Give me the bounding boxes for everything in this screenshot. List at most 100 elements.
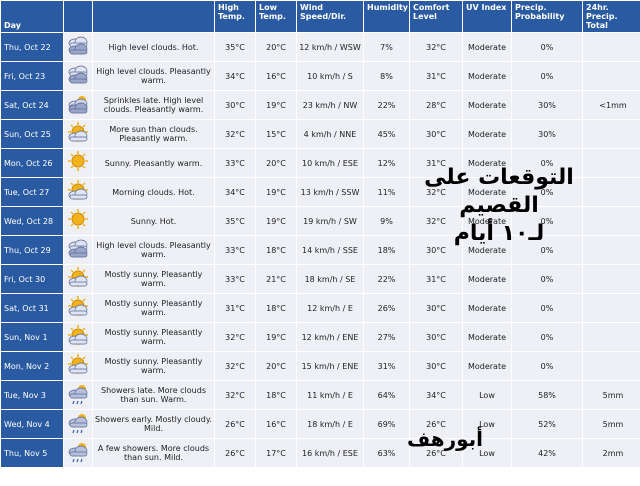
high-temp: 26°C bbox=[215, 410, 255, 438]
humidity: 8% bbox=[364, 62, 409, 90]
comfort-level: 30°C bbox=[410, 323, 462, 351]
comfort-level: 34°C bbox=[410, 381, 462, 409]
wind: 11 km/h / E bbox=[297, 381, 363, 409]
low-temp: 17°C bbox=[256, 439, 296, 467]
table-row: Thu, Nov 5 A few showers. More clouds th… bbox=[1, 439, 640, 467]
comfort-level: 31°C bbox=[410, 149, 462, 177]
weather-icon bbox=[64, 323, 92, 351]
table-row: Sat, Oct 31 Mostly sunny. Pleasantly war… bbox=[1, 294, 640, 322]
weather-icon bbox=[64, 439, 92, 467]
uv-index: Low bbox=[463, 439, 511, 467]
header-wind: Wind Speed/Dir. bbox=[297, 1, 363, 32]
comfort-level: 26°C bbox=[410, 439, 462, 467]
table-row: Sun, Oct 25 More sun than clouds. Pleasa… bbox=[1, 120, 640, 148]
comfort-level: 32°C bbox=[410, 178, 462, 206]
low-temp: 16°C bbox=[256, 62, 296, 90]
description: Sprinkles late. High level clouds. Pleas… bbox=[93, 91, 214, 119]
sun-cloud-icon bbox=[66, 353, 90, 377]
humidity: 69% bbox=[364, 410, 409, 438]
comfort-level: 32°C bbox=[410, 207, 462, 235]
low-temp: 18°C bbox=[256, 294, 296, 322]
description: Showers early. Mostly cloudy. Mild. bbox=[93, 410, 214, 438]
header-high-temp: High Temp. bbox=[215, 1, 255, 32]
precip-probability: 0% bbox=[512, 149, 582, 177]
comfort-level: 31°C bbox=[410, 62, 462, 90]
low-temp: 19°C bbox=[256, 207, 296, 235]
header-precip-total: 24hr. Precip. Total bbox=[583, 1, 640, 32]
sun-cloud-icon bbox=[66, 266, 90, 290]
header-humidity: Humidity bbox=[364, 1, 409, 32]
humidity: 11% bbox=[364, 178, 409, 206]
caption-line2: لـ١٠ أيام bbox=[453, 221, 545, 246]
wind: 16 km/h / ESE bbox=[297, 439, 363, 467]
precip-total: <1mm bbox=[583, 91, 640, 119]
precip-total bbox=[583, 352, 640, 380]
precip-total bbox=[583, 236, 640, 264]
weather-icon bbox=[64, 33, 92, 61]
day-cell: Tue, Nov 3 bbox=[1, 381, 63, 409]
table-row: Wed, Nov 4 Showers early. Mostly cloudy.… bbox=[1, 410, 640, 438]
low-temp: 19°C bbox=[256, 323, 296, 351]
uv-index: Moderate bbox=[463, 294, 511, 322]
sun-cloud-icon bbox=[66, 295, 90, 319]
precip-probability: 0% bbox=[512, 294, 582, 322]
weather-icon bbox=[64, 207, 92, 235]
comfort-level: 30°C bbox=[410, 352, 462, 380]
precip-probability: 0% bbox=[512, 33, 582, 61]
header-desc bbox=[93, 1, 214, 32]
forecast-table: Day High Temp. Low Temp. Wind Speed/Dir.… bbox=[0, 0, 640, 468]
low-temp: 16°C bbox=[256, 410, 296, 438]
comfort-level: 30°C bbox=[410, 294, 462, 322]
day-cell: Sun, Oct 25 bbox=[1, 120, 63, 148]
precip-total bbox=[583, 178, 640, 206]
precip-total bbox=[583, 62, 640, 90]
comfort-level: 31°C bbox=[410, 265, 462, 293]
description: High level clouds. Hot. bbox=[93, 33, 214, 61]
description: Morning clouds. Hot. bbox=[93, 178, 214, 206]
wind: 4 km/h / NNE bbox=[297, 120, 363, 148]
uv-index: Low bbox=[463, 410, 511, 438]
header-precip-prob: Precip. Probability bbox=[512, 1, 582, 32]
day-cell: Wed, Oct 28 bbox=[1, 207, 63, 235]
precip-total bbox=[583, 265, 640, 293]
weather-icon bbox=[64, 62, 92, 90]
description: More sun than clouds. Pleasantly warm. bbox=[93, 120, 214, 148]
wind: 18 km/h / SE bbox=[297, 265, 363, 293]
weather-icon bbox=[64, 352, 92, 380]
high-temp: 32°C bbox=[215, 352, 255, 380]
low-temp: 18°C bbox=[256, 381, 296, 409]
high-temp: 32°C bbox=[215, 323, 255, 351]
wind: 13 km/h / SSW bbox=[297, 178, 363, 206]
weather-icon bbox=[64, 91, 92, 119]
uv-index: Moderate bbox=[463, 323, 511, 351]
precip-total: 5mm bbox=[583, 381, 640, 409]
wind: 14 km/h / SSE bbox=[297, 236, 363, 264]
low-temp: 20°C bbox=[256, 352, 296, 380]
precip-probability: 30% bbox=[512, 91, 582, 119]
weather-icon bbox=[64, 410, 92, 438]
header-comfort: Comfort Level bbox=[410, 1, 462, 32]
high-temp: 33°C bbox=[215, 265, 255, 293]
description: A few showers. More clouds than sun. Mil… bbox=[93, 439, 214, 467]
description: Sunny. Hot. bbox=[93, 207, 214, 235]
description: Mostly sunny. Pleasantly warm. bbox=[93, 352, 214, 380]
description: Sunny. Pleasantly warm. bbox=[93, 149, 214, 177]
high-temp: 34°C bbox=[215, 62, 255, 90]
precip-total bbox=[583, 294, 640, 322]
low-temp: 20°C bbox=[256, 149, 296, 177]
high-temp: 32°C bbox=[215, 381, 255, 409]
weather-icon bbox=[64, 236, 92, 264]
low-temp: 20°C bbox=[256, 33, 296, 61]
uv-index: Moderate bbox=[463, 265, 511, 293]
high-temp: 35°C bbox=[215, 33, 255, 61]
wind: 10 km/h / S bbox=[297, 62, 363, 90]
low-temp: 15°C bbox=[256, 120, 296, 148]
high-temp: 32°C bbox=[215, 120, 255, 148]
low-temp: 19°C bbox=[256, 91, 296, 119]
comfort-level: 30°C bbox=[410, 120, 462, 148]
day-cell: Mon, Oct 26 bbox=[1, 149, 63, 177]
day-cell: Mon, Nov 2 bbox=[1, 352, 63, 380]
precip-total: 2mm bbox=[583, 439, 640, 467]
high-temp: 34°C bbox=[215, 178, 255, 206]
header-uv: UV Index bbox=[463, 1, 511, 32]
